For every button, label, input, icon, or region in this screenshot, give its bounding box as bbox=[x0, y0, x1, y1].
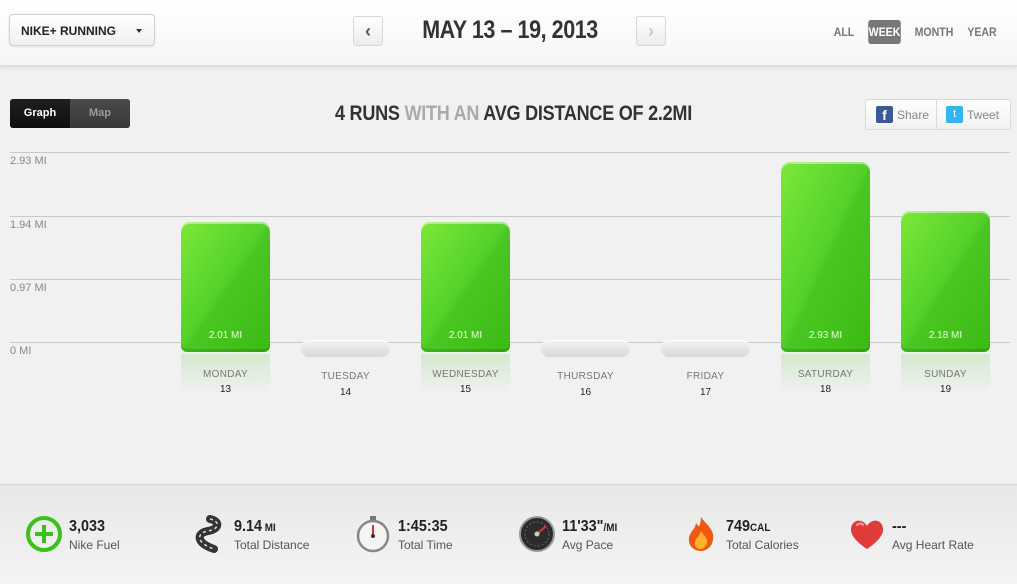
stat-label: Total Time bbox=[398, 538, 453, 552]
facebook-icon: f bbox=[876, 106, 893, 123]
bar-reflection bbox=[901, 354, 990, 394]
flame-icon bbox=[688, 517, 714, 551]
graph-view-button[interactable]: Graph bbox=[10, 99, 70, 128]
summary-connector: WITH AN bbox=[399, 102, 484, 125]
x-axis-day-label: WEDNESDAY bbox=[432, 369, 499, 380]
chevron-left-icon: ‹ bbox=[365, 20, 371, 41]
twitter-icon: t bbox=[946, 106, 963, 123]
view-toggle: Graph Map bbox=[10, 99, 130, 128]
bar-value-label: 2.01 MI bbox=[448, 330, 483, 341]
x-axis-day-label: SUNDAY bbox=[924, 369, 967, 380]
stat-label: Total Calories bbox=[726, 538, 799, 552]
stat-value: 11'33"/MI bbox=[562, 518, 618, 535]
stat-value: 1:45:35 bbox=[398, 518, 448, 535]
stat-value: 749CAL bbox=[726, 518, 771, 535]
stat-value: 9.14 MI bbox=[234, 518, 276, 535]
speedometer-icon bbox=[519, 516, 555, 552]
bar-saturday[interactable] bbox=[781, 162, 870, 352]
gridline bbox=[10, 279, 1010, 281]
gridline bbox=[10, 216, 1010, 218]
stat-value: 3,033 bbox=[69, 518, 106, 535]
x-axis-date-label: 19 bbox=[939, 384, 952, 395]
tab-month[interactable]: MONTH bbox=[914, 25, 954, 39]
stat-value: --- bbox=[892, 518, 907, 535]
weekly-distance-chart: 2.93 MI 1.94 MI 0.97 MI 0 MI 2.01 MI MONDAY 13… bbox=[0, 140, 1017, 420]
stat-label: Avg Pace bbox=[562, 538, 614, 552]
y-axis-tick-label: 0.97 MI bbox=[10, 282, 47, 295]
y-axis-tick-label: 2.93 MI bbox=[10, 155, 47, 167]
bar-value-label: 2.01 MI bbox=[208, 330, 243, 341]
bar-wednesday[interactable] bbox=[421, 221, 510, 352]
summary-avg-distance: AVG DISTANCE OF 2.2MI bbox=[483, 102, 692, 125]
caret-down-icon bbox=[136, 29, 142, 33]
bar-monday[interactable] bbox=[181, 221, 270, 352]
bar-reflection bbox=[181, 354, 270, 394]
bar-tuesday[interactable] bbox=[301, 340, 390, 356]
bar-reflection bbox=[781, 354, 870, 394]
stat-label: Nike Fuel bbox=[69, 538, 120, 552]
previous-week-button[interactable]: ‹ bbox=[353, 16, 383, 46]
share-divider bbox=[936, 100, 937, 129]
share-buttons: f Share t Tweet bbox=[865, 99, 1011, 130]
tab-year[interactable]: YEAR bbox=[967, 25, 997, 39]
stats-footer: 3,033 Nike Fuel 9.14 MI Total Distance 1… bbox=[0, 484, 1017, 584]
bar-reflection bbox=[421, 354, 510, 394]
run-summary: 4 RUNS WITH AN AVG DISTANCE OF 2.2MI bbox=[335, 102, 692, 126]
x-axis-day-label: MONDAY bbox=[203, 369, 248, 380]
twitter-tweet-button[interactable]: Tweet bbox=[967, 108, 1000, 122]
x-axis-date-label: 17 bbox=[699, 387, 712, 398]
bar-thursday[interactable] bbox=[541, 340, 630, 356]
x-axis-date-label: 13 bbox=[219, 384, 232, 395]
facebook-share-button[interactable]: Share bbox=[897, 108, 930, 122]
x-axis-date-label: 15 bbox=[459, 384, 472, 395]
stopwatch-icon bbox=[356, 516, 390, 553]
range-tabs: ALL WEEK MONTH YEAR bbox=[828, 20, 1008, 44]
x-axis-day-label: TUESDAY bbox=[321, 371, 370, 382]
x-axis-day-label: FRIDAY bbox=[686, 371, 725, 382]
y-axis-tick-label: 1.94 MI bbox=[10, 219, 47, 232]
top-bar: NIKE+ RUNNING ‹ MAY 13 – 19, 2013 › ALL … bbox=[0, 0, 1017, 66]
x-axis-day-label: THURSDAY bbox=[557, 371, 614, 382]
stat-label: Total Distance bbox=[234, 538, 310, 552]
tab-week[interactable]: WEEK bbox=[868, 20, 901, 44]
fuel-icon bbox=[26, 516, 62, 552]
bar-friday[interactable] bbox=[661, 340, 750, 356]
gridline bbox=[10, 152, 1010, 153]
app-selector-dropdown[interactable]: NIKE+ RUNNING bbox=[9, 14, 155, 46]
next-week-button[interactable]: › bbox=[636, 16, 666, 46]
summary-run-count: 4 RUNS bbox=[335, 102, 400, 125]
y-axis-tick-label: 0 MI bbox=[10, 345, 32, 357]
x-axis-day-label: SATURDAY bbox=[797, 369, 854, 380]
stat-label: Avg Heart Rate bbox=[892, 538, 974, 552]
date-range-title: MAY 13 – 19, 2013 bbox=[422, 16, 598, 44]
tab-all[interactable]: ALL bbox=[833, 25, 855, 39]
x-axis-date-label: 14 bbox=[339, 387, 352, 398]
bar-value-label: 2.93 MI bbox=[808, 330, 843, 341]
bar-value-label: 2.18 MI bbox=[928, 330, 963, 341]
bar-sunday[interactable] bbox=[901, 210, 990, 352]
x-axis-date-label: 18 bbox=[819, 384, 832, 395]
gridline bbox=[10, 342, 1010, 343]
heart-icon bbox=[850, 520, 884, 549]
x-axis-date-label: 16 bbox=[579, 387, 592, 398]
road-icon bbox=[195, 515, 222, 553]
chevron-right-icon: › bbox=[648, 20, 654, 41]
map-view-button[interactable]: Map bbox=[70, 99, 130, 128]
app-selector-label: NIKE+ RUNNING bbox=[21, 24, 117, 38]
